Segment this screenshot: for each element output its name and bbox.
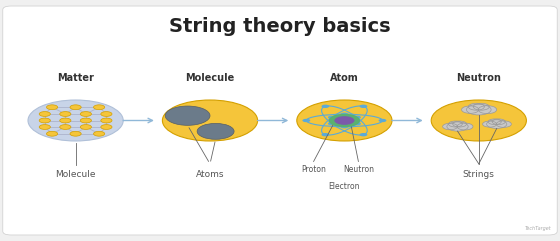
- Circle shape: [468, 103, 484, 110]
- Circle shape: [162, 100, 258, 141]
- Circle shape: [488, 119, 501, 125]
- Circle shape: [46, 105, 58, 110]
- Circle shape: [478, 106, 497, 114]
- Circle shape: [360, 105, 367, 108]
- Text: Molecule: Molecule: [55, 170, 96, 179]
- Circle shape: [353, 122, 361, 125]
- Circle shape: [321, 133, 329, 136]
- Circle shape: [329, 114, 360, 127]
- Circle shape: [340, 113, 348, 116]
- Text: Neutron: Neutron: [456, 73, 501, 83]
- Circle shape: [46, 131, 58, 136]
- Text: Electron: Electron: [329, 182, 360, 191]
- Circle shape: [39, 112, 50, 116]
- Circle shape: [101, 112, 112, 116]
- Circle shape: [483, 121, 497, 127]
- Circle shape: [496, 121, 511, 127]
- Text: Molecule: Molecule: [185, 73, 235, 83]
- Circle shape: [431, 100, 526, 141]
- Circle shape: [328, 116, 335, 119]
- Circle shape: [302, 119, 310, 122]
- FancyBboxPatch shape: [3, 6, 557, 235]
- Text: Atoms: Atoms: [196, 170, 224, 179]
- Circle shape: [60, 125, 71, 129]
- Circle shape: [28, 100, 123, 141]
- Text: Neutron: Neutron: [343, 165, 374, 174]
- Text: TechTarget: TechTarget: [525, 226, 552, 231]
- Circle shape: [60, 118, 71, 123]
- Text: Matter: Matter: [57, 73, 94, 83]
- Circle shape: [70, 105, 81, 110]
- Circle shape: [457, 123, 473, 130]
- Circle shape: [473, 103, 489, 110]
- Circle shape: [101, 118, 112, 123]
- Circle shape: [360, 133, 367, 136]
- Circle shape: [492, 119, 505, 125]
- Text: Strings: Strings: [463, 170, 494, 179]
- Circle shape: [328, 122, 335, 125]
- Circle shape: [39, 118, 50, 123]
- Circle shape: [80, 112, 91, 116]
- Circle shape: [353, 116, 361, 119]
- Circle shape: [340, 125, 348, 128]
- Circle shape: [461, 106, 479, 113]
- Circle shape: [487, 120, 507, 128]
- Circle shape: [334, 116, 354, 125]
- Circle shape: [39, 125, 50, 129]
- Circle shape: [442, 123, 458, 130]
- Circle shape: [165, 106, 210, 125]
- Circle shape: [60, 112, 71, 116]
- Circle shape: [80, 125, 91, 129]
- Circle shape: [297, 100, 392, 141]
- Text: Proton: Proton: [301, 165, 326, 174]
- Circle shape: [197, 123, 234, 139]
- Text: String theory basics: String theory basics: [169, 17, 391, 36]
- Circle shape: [70, 131, 81, 136]
- Circle shape: [447, 122, 468, 131]
- Circle shape: [94, 105, 105, 110]
- Text: Atom: Atom: [330, 73, 359, 83]
- Circle shape: [94, 131, 105, 136]
- Circle shape: [466, 104, 491, 115]
- Circle shape: [449, 121, 463, 127]
- Circle shape: [452, 121, 466, 127]
- Circle shape: [80, 118, 91, 123]
- Circle shape: [379, 119, 386, 122]
- Circle shape: [321, 105, 329, 108]
- Circle shape: [101, 125, 112, 129]
